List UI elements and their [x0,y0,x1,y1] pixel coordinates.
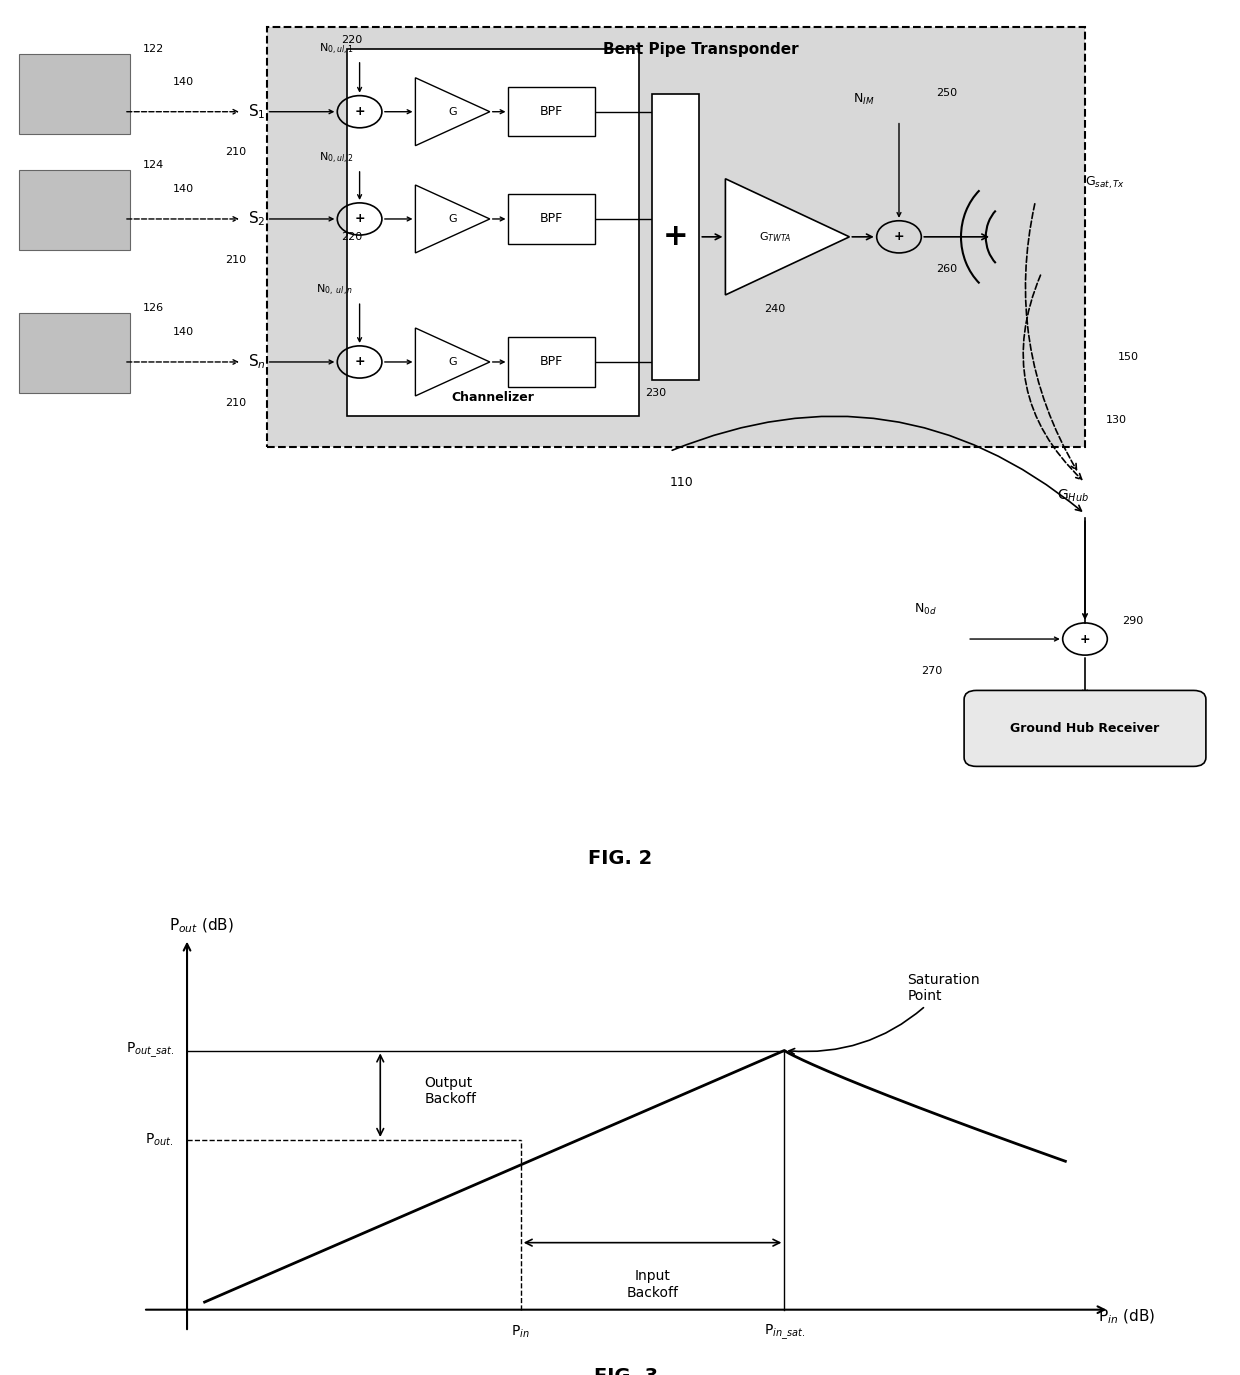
Text: +: + [894,231,904,243]
Text: P$_{out}$ (dB): P$_{out}$ (dB) [170,916,234,935]
Text: 124: 124 [143,160,164,170]
Text: +: + [355,106,365,118]
Bar [508,194,595,243]
FancyBboxPatch shape [19,314,130,393]
Polygon shape [415,329,490,396]
Text: G: G [449,214,456,224]
Text: P$_{in\_sat.}$: P$_{in\_sat.}$ [764,1323,805,1342]
Text: +: + [355,213,365,226]
Text: BPF: BPF [541,106,563,118]
Text: S$_1$: S$_1$ [248,102,265,121]
Text: +: + [1080,632,1090,645]
Polygon shape [415,186,490,253]
Text: Saturation
Point: Saturation Point [789,974,980,1055]
Text: P$_{in}$: P$_{in}$ [511,1324,531,1341]
Text: G$_{sat,Tx}$: G$_{sat,Tx}$ [1085,175,1125,191]
Text: +: + [663,223,688,252]
Text: G$_{Hub}$: G$_{Hub}$ [1056,488,1089,505]
Text: 110: 110 [670,476,694,489]
Text: 220: 220 [341,232,362,242]
Text: Ground Hub Receiver: Ground Hub Receiver [1011,722,1159,734]
Text: 240: 240 [764,304,786,314]
Text: 270: 270 [921,666,942,676]
Text: BPF: BPF [541,213,563,226]
Text: 126: 126 [143,302,164,314]
Text: N$_{0,\  ul,n}$: N$_{0,\ ul,n}$ [316,283,353,298]
Text: N$_{0,ul,2}$: N$_{0,ul,2}$ [319,151,353,166]
Bar [347,49,639,415]
Text: 140: 140 [172,184,193,194]
Text: 250: 250 [936,88,957,99]
Text: 140: 140 [172,327,193,337]
Text: 210: 210 [224,397,247,408]
Polygon shape [725,179,849,296]
Bar [652,94,699,380]
Polygon shape [415,78,490,146]
Text: 122: 122 [143,44,164,54]
Text: G: G [449,358,456,367]
Text: P$_{in}$ (dB): P$_{in}$ (dB) [1099,1308,1156,1326]
Text: 210: 210 [224,254,247,265]
Text: P$_{out.}$: P$_{out.}$ [145,1132,174,1148]
Text: Channelizer: Channelizer [451,392,534,404]
Bar [508,337,595,386]
Text: Bent Pipe Transponder: Bent Pipe Transponder [603,41,799,56]
Text: N$_{0d}$: N$_{0d}$ [914,602,936,616]
Text: 150: 150 [1118,352,1138,363]
Text: P$_{out\_sat.}$: P$_{out\_sat.}$ [125,1041,174,1060]
Text: Output
Backoff: Output Backoff [424,1075,476,1106]
Text: 140: 140 [172,77,193,87]
Text: BPF: BPF [541,356,563,368]
Text: G: G [449,107,456,117]
Text: 290: 290 [1122,616,1143,626]
Text: 220: 220 [341,36,362,45]
Text: FIG. 2: FIG. 2 [588,848,652,868]
Text: Input
Backoff: Input Backoff [626,1269,678,1299]
Text: N$_{0,ul,1}$: N$_{0,ul,1}$ [319,41,353,56]
FancyBboxPatch shape [965,690,1205,766]
Text: 130: 130 [1106,415,1126,425]
Text: G$_{TWTA}$: G$_{TWTA}$ [759,230,791,243]
Text: FIG. 3: FIG. 3 [594,1367,658,1375]
FancyBboxPatch shape [19,170,130,250]
Text: 230: 230 [645,388,666,399]
Text: 260: 260 [936,264,957,274]
Text: S$_2$: S$_2$ [248,209,265,228]
Text: N$_{IM}$: N$_{IM}$ [853,92,874,107]
Bar [508,87,595,136]
Text: S$_n$: S$_n$ [248,352,265,371]
FancyBboxPatch shape [19,54,130,135]
Bar [267,28,1085,447]
Text: 210: 210 [224,147,247,158]
Text: +: + [355,356,365,368]
